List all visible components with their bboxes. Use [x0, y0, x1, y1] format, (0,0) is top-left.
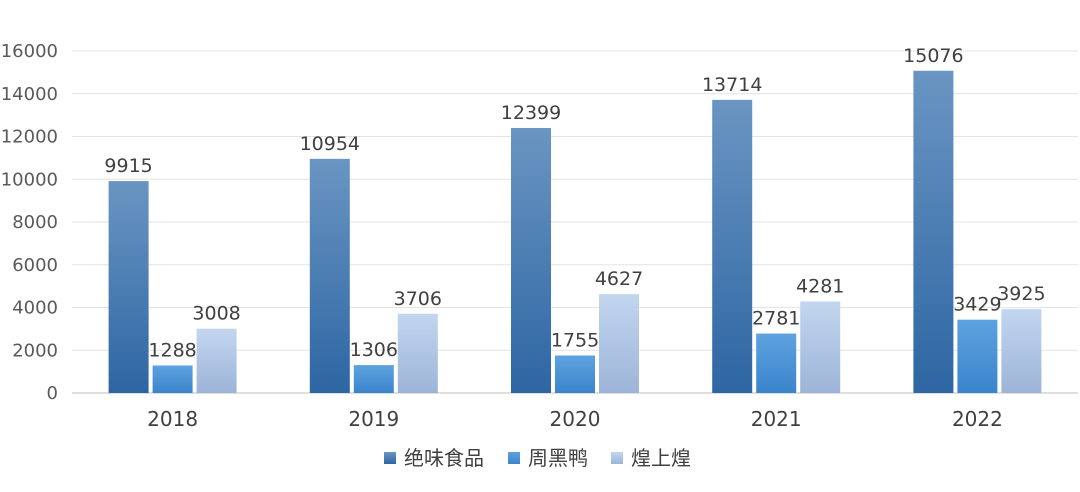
- y-axis: 0 2000 4000 6000 8000 10000 12000 14000 16000: [1, 41, 58, 404]
- y-tick-label: 2000: [12, 340, 58, 361]
- bar: [309, 158, 350, 393]
- bar: [555, 355, 595, 393]
- legend-swatch: [611, 452, 623, 464]
- bar: [1001, 309, 1042, 393]
- y-tick-label: 10000: [1, 169, 58, 190]
- data-label: 4627: [595, 268, 643, 290]
- x-tick-label: 2021: [751, 407, 802, 431]
- y-tick-label: 8000: [12, 212, 58, 233]
- x-tick-label: 2022: [952, 407, 1003, 431]
- data-label: 1288: [148, 339, 196, 361]
- data-label: 2781: [752, 308, 800, 330]
- data-label: 12399: [501, 102, 561, 124]
- y-tick-label: 0: [47, 383, 58, 404]
- x-tick-label: 2019: [348, 407, 399, 431]
- data-label: 1755: [551, 329, 599, 351]
- legend-swatch: [508, 452, 520, 464]
- x-tick-label: 2020: [550, 407, 601, 431]
- data-label: 15076: [903, 45, 963, 67]
- bar: [800, 301, 841, 393]
- bar: [756, 333, 797, 393]
- y-tick-label: 16000: [1, 41, 58, 62]
- bars: [108, 70, 1042, 394]
- data-label: 4281: [796, 275, 844, 297]
- bar: [913, 70, 954, 394]
- data-label: 3706: [394, 288, 442, 310]
- y-tick-label: 12000: [1, 127, 58, 148]
- data-label: 1306: [350, 339, 398, 361]
- bar: [957, 319, 998, 393]
- x-axis: 2018 2019 2020 2021 2022: [147, 407, 1003, 431]
- data-labels: 9915 1288 3008 10954 1306 3706 12399 1755 4627 13…: [104, 45, 1045, 362]
- legend: 绝味食品 周黑鸭 煌上煌: [384, 446, 691, 470]
- bar: [152, 365, 193, 393]
- data-label: 13714: [702, 74, 762, 96]
- x-tick-label: 2018: [147, 407, 198, 431]
- legend-label: 绝味食品: [404, 446, 484, 470]
- bar: [599, 294, 639, 393]
- data-label: 3008: [192, 303, 240, 325]
- y-tick-label: 4000: [12, 298, 58, 319]
- bar: [353, 365, 394, 393]
- legend-swatch: [384, 452, 396, 464]
- y-tick-label: 14000: [1, 84, 58, 105]
- data-label: 3925: [997, 283, 1045, 305]
- bar: [196, 328, 237, 393]
- bar: [712, 99, 753, 393]
- y-tick-label: 6000: [12, 255, 58, 276]
- bar: [397, 313, 438, 393]
- data-label: 10954: [300, 133, 360, 155]
- bar: [108, 181, 149, 393]
- bar: [511, 127, 551, 393]
- data-label: 3429: [953, 294, 1001, 316]
- data-label: 9915: [104, 155, 152, 177]
- gridlines: [72, 50, 1078, 394]
- legend-label: 煌上煌: [631, 446, 691, 470]
- legend-label: 周黑鸭: [528, 446, 588, 470]
